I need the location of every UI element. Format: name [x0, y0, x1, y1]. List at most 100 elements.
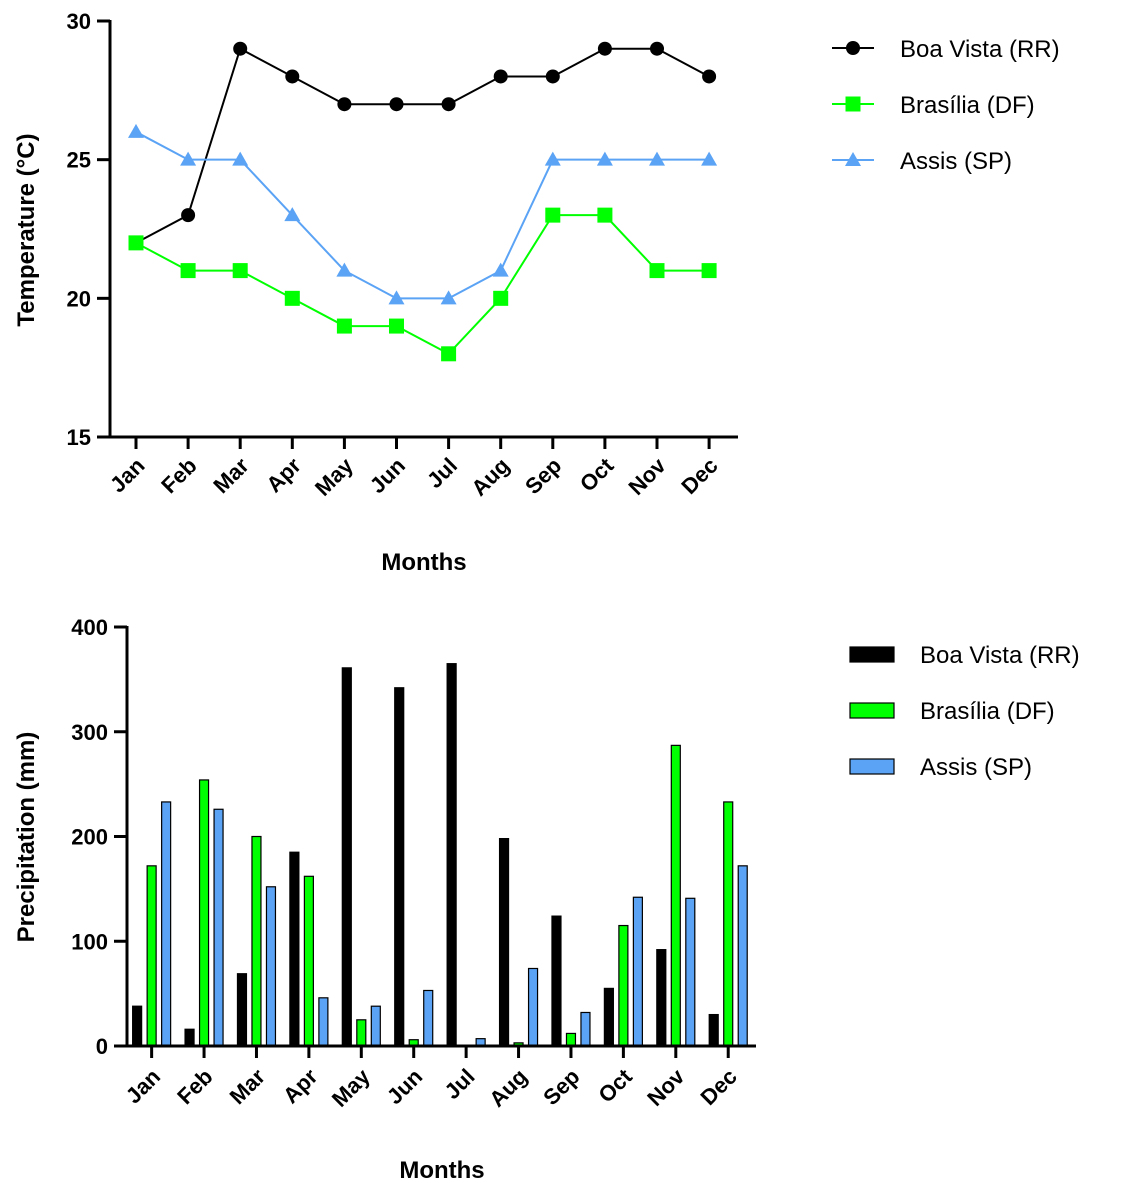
- legend-label-bras-lia-df: Brasília (DF): [900, 92, 1035, 119]
- bar-assis-sp-aug: [527, 967, 539, 1047]
- legend-label-boa-vista-rr: Boa Vista (RR): [900, 36, 1060, 63]
- temperature-x-tick-label-jul: Jul: [422, 453, 462, 493]
- precipitation-x-tick-label-feb: Feb: [172, 1064, 217, 1109]
- data-point-assis-sp-jan: [128, 123, 144, 138]
- bar-bras-lia-df-mar: [251, 835, 262, 1047]
- data-point-assis-sp-oct: [596, 151, 613, 166]
- temperature-y-tick-label: 15: [67, 425, 91, 450]
- data-point-bras-lia-df-sep: [545, 207, 561, 223]
- data-point-assis-sp-aug: [492, 262, 509, 277]
- data-point-assis-sp-jul: [440, 290, 457, 305]
- bar-boa-vista-rr-jul: [446, 663, 457, 1047]
- temperature-y-tick-label: 20: [67, 286, 91, 311]
- precipitation-x-tick-label-apr: Apr: [278, 1064, 323, 1109]
- bar-boa-vista-rr-jun: [394, 687, 405, 1047]
- precipitation-y-axis-title: Precipitation (mm): [13, 732, 40, 943]
- bar-bras-lia-df-feb: [198, 779, 210, 1047]
- precipitation-x-tick-label-mar: Mar: [225, 1064, 271, 1110]
- bar-bras-lia-df-dec: [723, 801, 734, 1047]
- temperature-line-chart: 15 20 25 30 Jan Feb Mar Apr May Jun Jul Aug Sep Oct No…: [13, 9, 1060, 576]
- data-point-assis-sp-sep: [544, 151, 561, 166]
- temperature-x-tick-label-dec: Dec: [676, 453, 722, 499]
- legend-label-assis-sp: Assis (SP): [920, 754, 1032, 781]
- legend-item-bras-lia-df: Brasília (DF): [832, 92, 1035, 119]
- bar-boa-vista-rr-aug: [498, 837, 510, 1047]
- bar-boa-vista-rr-nov: [656, 949, 667, 1047]
- data-point-bras-lia-df-aug: [493, 290, 509, 306]
- bar-bras-lia-df-sep: [565, 1032, 577, 1047]
- precipitation-x-tick-label-jun: Jun: [382, 1064, 427, 1109]
- precipitation-bar-chart: 0 100 200 300 400 Jan Feb Mar Apr May Jun Jul Aug Sep…: [13, 615, 1080, 1183]
- temperature-series-group: [128, 41, 718, 362]
- precipitation-x-tick-label-aug: Aug: [484, 1064, 532, 1112]
- series-line-boa-vista-rr: [135, 47, 710, 244]
- legend-item-assis-sp: Assis (SP): [849, 754, 1032, 781]
- temperature-y-tick-label: 25: [67, 148, 91, 173]
- data-point-boa-vista-rr-feb: [181, 208, 196, 223]
- legend-item-assis-sp: Assis (SP): [832, 148, 1012, 175]
- bar-bras-lia-df-nov: [670, 744, 681, 1047]
- precipitation-y-tick-label: 0: [96, 1034, 108, 1059]
- bar-boa-vista-rr-apr: [289, 851, 300, 1047]
- data-point-bras-lia-df-dec: [701, 263, 717, 279]
- temperature-y-axis-title: Temperature (°C): [13, 133, 40, 326]
- temperature-x-tick-label-jan: Jan: [105, 453, 149, 497]
- precipitation-x-tick-label-jan: Jan: [121, 1064, 165, 1108]
- series-assis-sp: [128, 123, 718, 305]
- data-point-bras-lia-df-nov: [649, 263, 665, 279]
- bar-assis-sp-jan: [161, 801, 172, 1047]
- bar-bras-lia-df-oct: [618, 924, 629, 1047]
- data-point-assis-sp-mar: [232, 151, 249, 166]
- bar-assis-sp-may: [370, 1005, 381, 1047]
- legend-label-boa-vista-rr: Boa Vista (RR): [920, 642, 1080, 669]
- bar-boa-vista-rr-sep: [551, 915, 562, 1047]
- data-point-assis-sp-nov: [649, 151, 665, 166]
- data-point-boa-vista-rr-mar: [233, 41, 248, 56]
- bar-boa-vista-rr-jan: [132, 1005, 143, 1047]
- legend-swatch-assis-sp: [849, 758, 895, 775]
- bar-assis-sp-oct: [632, 896, 643, 1047]
- legend-label-bras-lia-df: Brasília (DF): [920, 698, 1055, 725]
- temperature-axes: 15 20 25 30 Jan Feb Mar Apr May Jun Jul Aug Sep Oct No…: [67, 9, 738, 501]
- precipitation-x-tick-label-jul: Jul: [440, 1064, 480, 1104]
- data-point-boa-vista-rr-jul: [441, 97, 456, 112]
- series-line-bras-lia-df: [135, 214, 710, 356]
- data-point-boa-vista-rr-jun: [389, 97, 404, 112]
- data-point-boa-vista-rr-apr: [285, 69, 300, 84]
- data-point-bras-lia-df-oct: [597, 207, 613, 223]
- bar-assis-sp-sep: [580, 1011, 591, 1047]
- temperature-x-tick-label-may: May: [310, 452, 358, 500]
- data-point-assis-sp-may: [336, 262, 353, 277]
- precipitation-x-tick-label-sep: Sep: [538, 1064, 584, 1110]
- legend-swatch-bras-lia-df: [849, 702, 895, 719]
- bar-assis-sp-dec: [737, 865, 748, 1047]
- legend-item-bras-lia-df: Brasília (DF): [849, 698, 1055, 725]
- precipitation-x-tick-label-nov: Nov: [642, 1063, 690, 1111]
- data-point-bras-lia-df-may: [336, 318, 352, 334]
- precipitation-legend: Boa Vista (RR) Brasília (DF) Assis (SP): [849, 642, 1080, 781]
- bar-assis-sp-feb: [213, 808, 224, 1047]
- temperature-x-tick-label-oct: Oct: [575, 452, 619, 496]
- bar-assis-sp-apr: [318, 997, 329, 1047]
- precipitation-x-tick-label-may: May: [327, 1063, 375, 1111]
- data-point-boa-vista-rr-may: [337, 97, 352, 112]
- bar-assis-sp-mar: [265, 886, 277, 1047]
- data-point-bras-lia-df-jul: [441, 346, 457, 362]
- temperature-x-tick-label-apr: Apr: [261, 453, 306, 498]
- temperature-x-axis-title: Months: [381, 549, 466, 576]
- legend-swatch-boa-vista-rr: [849, 646, 895, 663]
- data-point-boa-vista-rr-sep: [545, 69, 560, 84]
- precipitation-y-tick-label: 100: [71, 929, 108, 954]
- series-boa-vista-rr: [129, 41, 717, 250]
- data-point-bras-lia-df-jun: [389, 318, 404, 334]
- precipitation-x-tick-label-dec: Dec: [696, 1064, 742, 1110]
- bar-boa-vista-rr-mar: [236, 973, 248, 1047]
- temperature-x-tick-label-nov: Nov: [623, 452, 671, 500]
- temperature-x-tick-label-aug: Aug: [466, 453, 514, 501]
- legend-marker-assis-sp: [845, 152, 861, 166]
- series-line-assis-sp: [135, 131, 710, 300]
- data-point-boa-vista-rr-nov: [650, 41, 664, 56]
- legend-label-assis-sp: Assis (SP): [900, 148, 1012, 175]
- legend-item-boa-vista-rr: Boa Vista (RR): [849, 642, 1080, 669]
